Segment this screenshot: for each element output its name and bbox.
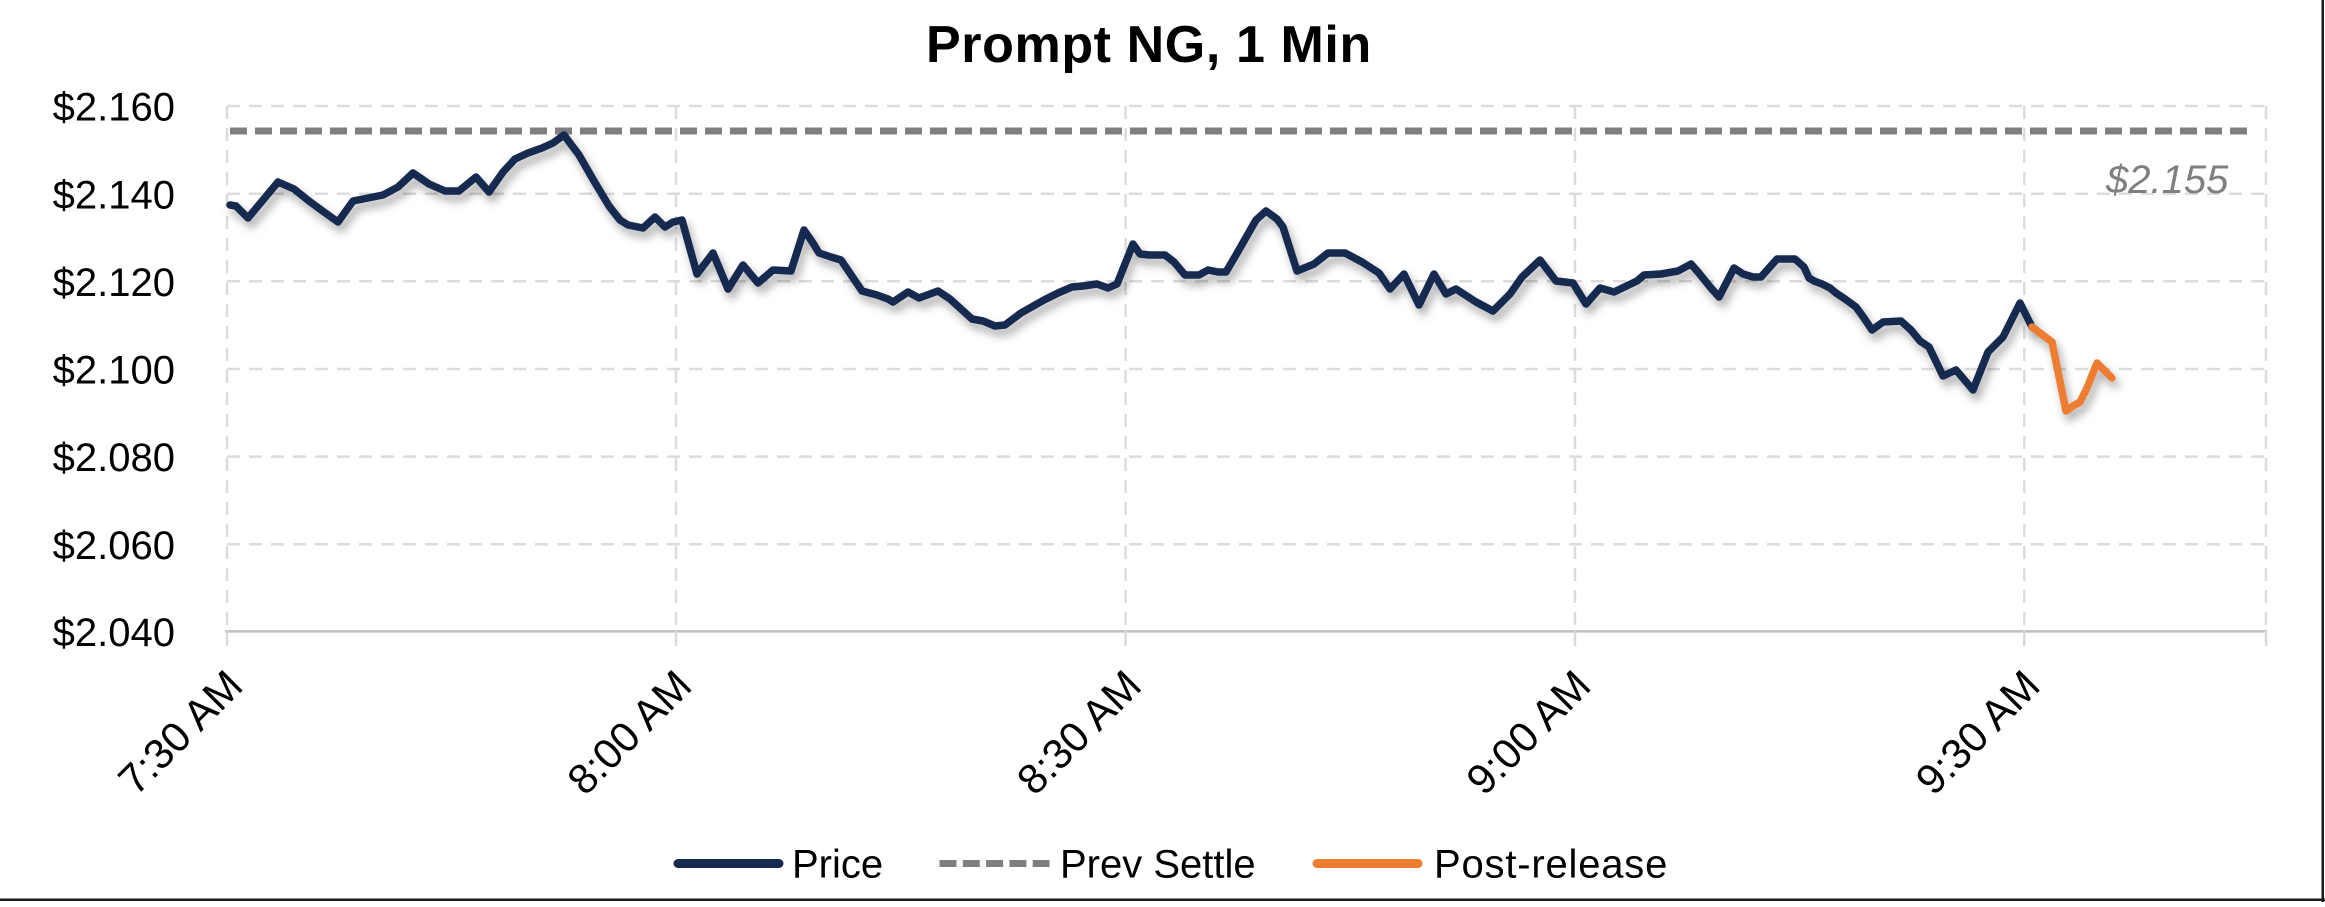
svg-text:$2.140: $2.140	[53, 173, 175, 217]
svg-text:Prev Settle: Prev Settle	[1060, 843, 1256, 887]
svg-text:$2.080: $2.080	[53, 436, 175, 480]
svg-text:$2.040: $2.040	[53, 611, 175, 655]
svg-text:$2.155: $2.155	[2105, 158, 2229, 202]
svg-text:Price: Price	[792, 843, 883, 887]
svg-text:$2.060: $2.060	[53, 524, 175, 568]
svg-text:$2.120: $2.120	[53, 261, 175, 305]
svg-text:$2.100: $2.100	[53, 349, 175, 393]
svg-text:Post-release: Post-release	[1434, 843, 1668, 887]
svg-text:$2.160: $2.160	[53, 86, 175, 130]
svg-text:Prompt NG, 1 Min: Prompt NG, 1 Min	[926, 16, 1372, 74]
